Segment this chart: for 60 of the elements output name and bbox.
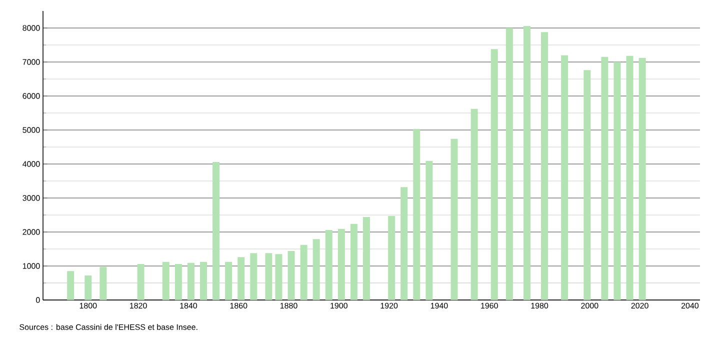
y-tick-label: 4000 (22, 161, 40, 167)
bar (300, 244, 308, 300)
bar (212, 162, 220, 300)
x-tick-label: 2020 (631, 302, 648, 309)
bar (584, 70, 591, 300)
bar (84, 276, 92, 300)
bar (275, 254, 282, 300)
bar (265, 253, 272, 300)
x-tick-label: 1820 (130, 302, 147, 309)
bar (162, 262, 170, 300)
bar (506, 28, 513, 300)
bar (490, 49, 498, 300)
bar (288, 251, 295, 300)
bar (426, 160, 433, 300)
y-tick-label: 6000 (22, 93, 40, 99)
bar (400, 187, 408, 300)
bar (614, 62, 621, 300)
x-tick-label: 1800 (80, 302, 97, 309)
bar (450, 138, 458, 300)
bar (523, 26, 530, 300)
bar (187, 262, 194, 300)
y-tick-label: 7000 (22, 59, 40, 65)
bar (174, 264, 182, 300)
bar (561, 55, 568, 300)
bar (137, 264, 144, 300)
source-note: Sources : base Cassini de l'EHESS et base Insee. (20, 324, 198, 330)
x-tick-label: 1840 (180, 302, 198, 309)
x-tick-label: 1900 (330, 302, 348, 309)
bar (413, 128, 420, 300)
bar (338, 228, 345, 300)
bar (541, 32, 548, 300)
bar (470, 108, 478, 300)
bar (626, 56, 634, 300)
y-tick-label: 8000 (22, 25, 40, 31)
y-tick-label: 5000 (22, 127, 40, 133)
y-tick-label: 0 (36, 297, 40, 303)
bar (388, 216, 396, 300)
x-tick-label: 1860 (230, 302, 248, 309)
x-tick-label: 2000 (581, 302, 598, 309)
bar (225, 262, 232, 300)
bar (638, 58, 646, 300)
y-tick-label: 2000 (22, 229, 40, 235)
y-tick-label: 1000 (22, 263, 40, 269)
bar (362, 217, 370, 300)
x-tick-label: 1880 (280, 302, 298, 309)
y-tick-label: 3000 (22, 195, 40, 201)
bar (100, 267, 107, 300)
bar (238, 257, 245, 300)
bar (601, 56, 608, 300)
bar (250, 253, 258, 300)
bar (312, 239, 320, 300)
bar (350, 224, 358, 300)
bar (67, 271, 74, 300)
bar (200, 262, 207, 300)
x-tick-label: 1980 (531, 302, 548, 309)
x-tick-label: 1940 (430, 302, 448, 309)
x-tick-label: 1920 (380, 302, 398, 309)
bar (325, 230, 332, 300)
x-tick-label: 1960 (481, 302, 498, 309)
x-tick-label: 2040 (681, 302, 699, 309)
